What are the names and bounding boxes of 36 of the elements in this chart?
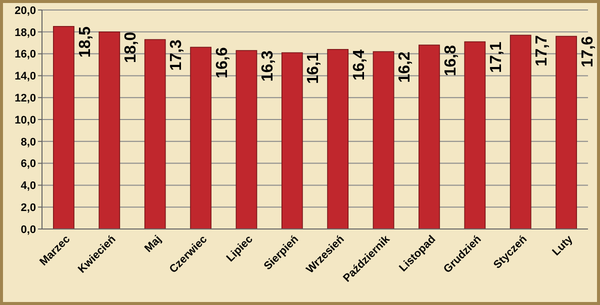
data-label: 16,4 — [350, 49, 368, 81]
data-label: 17,7 — [534, 35, 551, 66]
y-tick-label: 14,0 — [14, 70, 36, 83]
x-tick-label: Maj — [142, 233, 164, 255]
y-tick-label: 8,0 — [20, 136, 36, 148]
bar — [327, 49, 349, 230]
bar — [510, 34, 532, 230]
y-tick-label: 12,0 — [14, 92, 36, 104]
data-label: 17,1 — [488, 42, 505, 73]
data-label: 16,8 — [442, 44, 460, 76]
y-tick-label: 16,0 — [14, 48, 36, 61]
y-tick-label: 20,0 — [14, 4, 36, 17]
y-tick-label: 6,0 — [20, 158, 36, 170]
bar — [281, 52, 303, 230]
data-label: 17,3 — [168, 39, 186, 71]
bar — [464, 41, 486, 230]
data-label: 17,6 — [579, 36, 596, 68]
bar — [236, 50, 258, 230]
bar — [190, 46, 212, 230]
y-tick-label: 2,0 — [20, 202, 36, 214]
y-tick-label: 10,0 — [14, 114, 36, 126]
bar — [556, 36, 577, 230]
data-label: 16,2 — [396, 52, 414, 83]
bar — [144, 39, 166, 230]
y-tick-label: 0,0 — [20, 224, 36, 236]
y-tick-label: 18,0 — [14, 26, 36, 39]
y-tick-label: 4,0 — [20, 180, 36, 192]
data-label: 16,6 — [214, 47, 231, 78]
data-label: 18,5 — [76, 26, 94, 58]
bar — [53, 26, 74, 230]
data-label: 16,3 — [260, 50, 277, 82]
bar — [372, 51, 394, 230]
bar — [418, 44, 440, 230]
bar — [98, 32, 120, 230]
data-label: 18,0 — [122, 32, 140, 64]
data-label: 16,1 — [305, 52, 322, 84]
